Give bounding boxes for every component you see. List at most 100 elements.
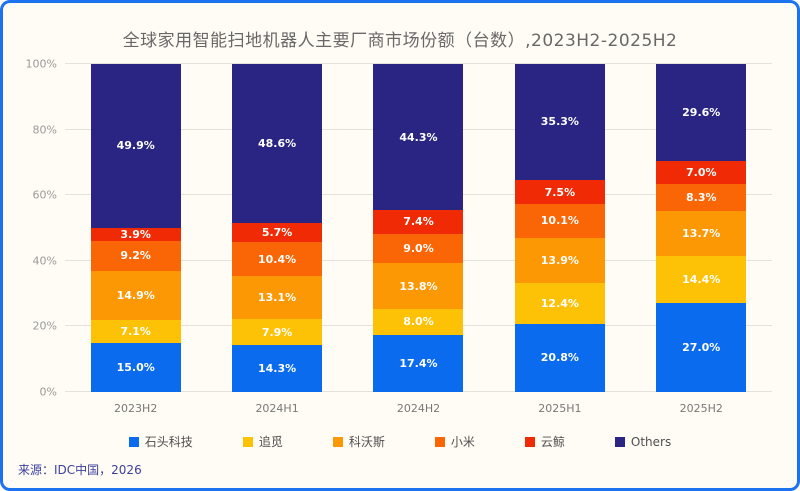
x-axis-label-2025H1: 2025H1 <box>538 402 582 415</box>
bar-segment-小米: 10.4% <box>232 242 323 277</box>
legend-label: 云鲸 <box>540 435 565 449</box>
y-axis-tick-label: 80% <box>32 123 57 137</box>
y-axis-tick-label: 100% <box>25 57 57 71</box>
segment-value-label: 35.3% <box>540 115 579 129</box>
legend-label: 石头科技 <box>144 435 193 449</box>
bar-segment-科沃斯: 14.9% <box>90 270 181 320</box>
bar-segment-Others: 35.3% <box>514 64 605 180</box>
segment-value-label: 3.9% <box>120 227 151 241</box>
legend-swatch-icon <box>128 436 139 447</box>
segment-value-label: 44.3% <box>399 130 438 144</box>
bar-segment-石头科技: 20.8% <box>514 323 605 392</box>
segment-value-label: 14.9% <box>116 288 155 302</box>
x-axis-label-2025H2: 2025H2 <box>679 402 723 415</box>
legend-label: Others <box>630 434 672 449</box>
bar-segment-小米: 8.3% <box>656 184 747 212</box>
y-axis-tick-label: 40% <box>32 254 57 268</box>
y-axis: 0% 20% 40% 60% 80% 100% <box>3 58 57 399</box>
bar-segment-小米: 9.2% <box>90 240 181 271</box>
segment-value-label: 7.9% <box>261 325 293 339</box>
segment-value-label: 5.7% <box>261 226 293 240</box>
segment-value-label: 12.4% <box>540 296 579 310</box>
segment-value-label: 8.3% <box>685 191 717 205</box>
bar-segment-Others: 29.6% <box>656 64 747 162</box>
segment-value-label: 8.0% <box>403 315 434 329</box>
legend-item-云鲸: 云鲸 <box>524 433 565 450</box>
bar-segment-石头科技: 17.4% <box>373 334 464 392</box>
bar-segment-科沃斯: 13.7% <box>656 211 747 257</box>
legend-item-石头科技: 石头科技 <box>128 433 193 450</box>
bar-segment-追觅: 8.0% <box>373 308 464 335</box>
legend-item-小米: 小米 <box>434 433 475 450</box>
bar-segment-Others: 49.9% <box>90 64 181 228</box>
legend-swatch-icon <box>242 436 253 447</box>
bar-segment-云鲸: 7.0% <box>656 161 747 185</box>
segment-value-label: 17.4% <box>399 356 438 370</box>
legend-item-Others: Others <box>614 434 672 449</box>
bar-segment-石头科技: 14.3% <box>232 345 323 392</box>
segment-value-label: 7.0% <box>685 166 717 180</box>
legend-label: 科沃斯 <box>348 435 385 449</box>
legend: 石头科技 追觅 科沃斯 小米 云鲸 Others <box>3 433 797 450</box>
stacked-bar-2024H1: 14.3% 7.9% 13.1% 10.4% 5.7% 48.6% <box>232 64 323 392</box>
bar-segment-追觅: 12.4% <box>514 283 605 324</box>
segment-value-label: 13.9% <box>540 253 579 267</box>
chart-title: 全球家用智能扫地机器人主要厂商市场份额（台数）,2023H2-2025H2 <box>122 31 678 51</box>
y-axis-tick-label: 20% <box>32 319 57 333</box>
stacked-bar-2023H2: 15.0% 7.1% 14.9% 9.2% 3.9% 49.9% <box>90 64 181 392</box>
segment-value-label: 48.6% <box>257 137 297 151</box>
segment-value-label: 9.0% <box>403 242 434 256</box>
legend-swatch-icon <box>614 436 625 447</box>
bar-segment-科沃斯: 13.8% <box>373 263 464 309</box>
bar-segment-科沃斯: 13.9% <box>514 237 605 284</box>
stacked-bar-2025H1: 20.8% 12.4% 13.9% 10.1% 7.5% 35.3% <box>514 64 605 392</box>
legend-item-科沃斯: 科沃斯 <box>332 433 385 450</box>
segment-value-label: 10.1% <box>540 214 579 228</box>
segment-value-label: 13.7% <box>682 227 721 241</box>
y-axis-tick-label: 60% <box>32 188 57 202</box>
bar-segment-云鲸: 3.9% <box>90 227 181 241</box>
segment-value-label: 29.6% <box>682 106 721 120</box>
source-note: 来源：IDC中国，2026 <box>18 463 142 477</box>
segment-value-label: 7.5% <box>544 185 576 199</box>
legend-swatch-icon <box>434 436 445 447</box>
x-axis-label-2024H2: 2024H2 <box>396 402 441 415</box>
bar-segment-科沃斯: 13.1% <box>232 276 323 320</box>
bar-segment-追觅: 7.1% <box>90 319 181 343</box>
legend-swatch-icon <box>524 436 535 447</box>
bar-segment-Others: 48.6% <box>232 64 323 224</box>
bar-segment-石头科技: 27.0% <box>656 303 747 392</box>
segment-value-label: 9.2% <box>120 249 151 263</box>
segment-value-label: 13.8% <box>399 279 438 293</box>
x-axis-label-2023H2: 2023H2 <box>114 402 158 415</box>
x-axis-label-2024H1: 2024H1 <box>255 402 299 415</box>
bar-segment-Others: 44.3% <box>373 64 464 210</box>
segment-value-label: 49.9% <box>116 139 155 153</box>
bar-segment-石头科技: 15.0% <box>90 342 181 392</box>
plot-area: 15.0% 7.1% 14.9% 9.2% 3.9% 49.9% 14.3% 7.9% 13.1… <box>65 63 772 392</box>
stacked-bar-2024H2: 17.4% 8.0% 13.8% 9.0% 7.4% 44.3% <box>373 64 464 392</box>
stacked-bar-2025H2: 27.0% 14.4% 13.7% 8.3% 7.0% 29.6% <box>656 64 747 392</box>
bar-segment-小米: 9.0% <box>373 233 464 264</box>
segment-value-label: 15.0% <box>116 360 155 374</box>
segment-value-label: 7.1% <box>120 324 151 338</box>
legend-label: 追觅 <box>258 435 283 449</box>
x-axis: 2023H2 2024H1 2024H2 2025H1 2025H2 <box>65 402 772 415</box>
legend-swatch-icon <box>332 436 343 447</box>
segment-value-label: 7.4% <box>403 215 434 229</box>
bars-row: 15.0% 7.1% 14.9% 9.2% 3.9% 49.9% 14.3% 7.9% 13.1… <box>65 64 772 392</box>
bar-segment-云鲸: 7.5% <box>514 179 605 205</box>
segment-value-label: 10.4% <box>257 252 297 266</box>
segment-value-label: 20.8% <box>540 351 579 365</box>
bar-segment-追觅: 14.4% <box>656 256 747 304</box>
bar-segment-云鲸: 5.7% <box>232 223 323 243</box>
segment-value-label: 27.0% <box>682 341 721 355</box>
gridline <box>65 63 772 64</box>
legend-label: 小米 <box>450 435 475 449</box>
bar-segment-小米: 10.1% <box>514 204 605 238</box>
segment-value-label: 13.1% <box>257 291 297 305</box>
segment-value-label: 14.4% <box>682 273 721 287</box>
bar-segment-追觅: 7.9% <box>232 319 323 346</box>
segment-value-label: 14.3% <box>257 362 297 376</box>
